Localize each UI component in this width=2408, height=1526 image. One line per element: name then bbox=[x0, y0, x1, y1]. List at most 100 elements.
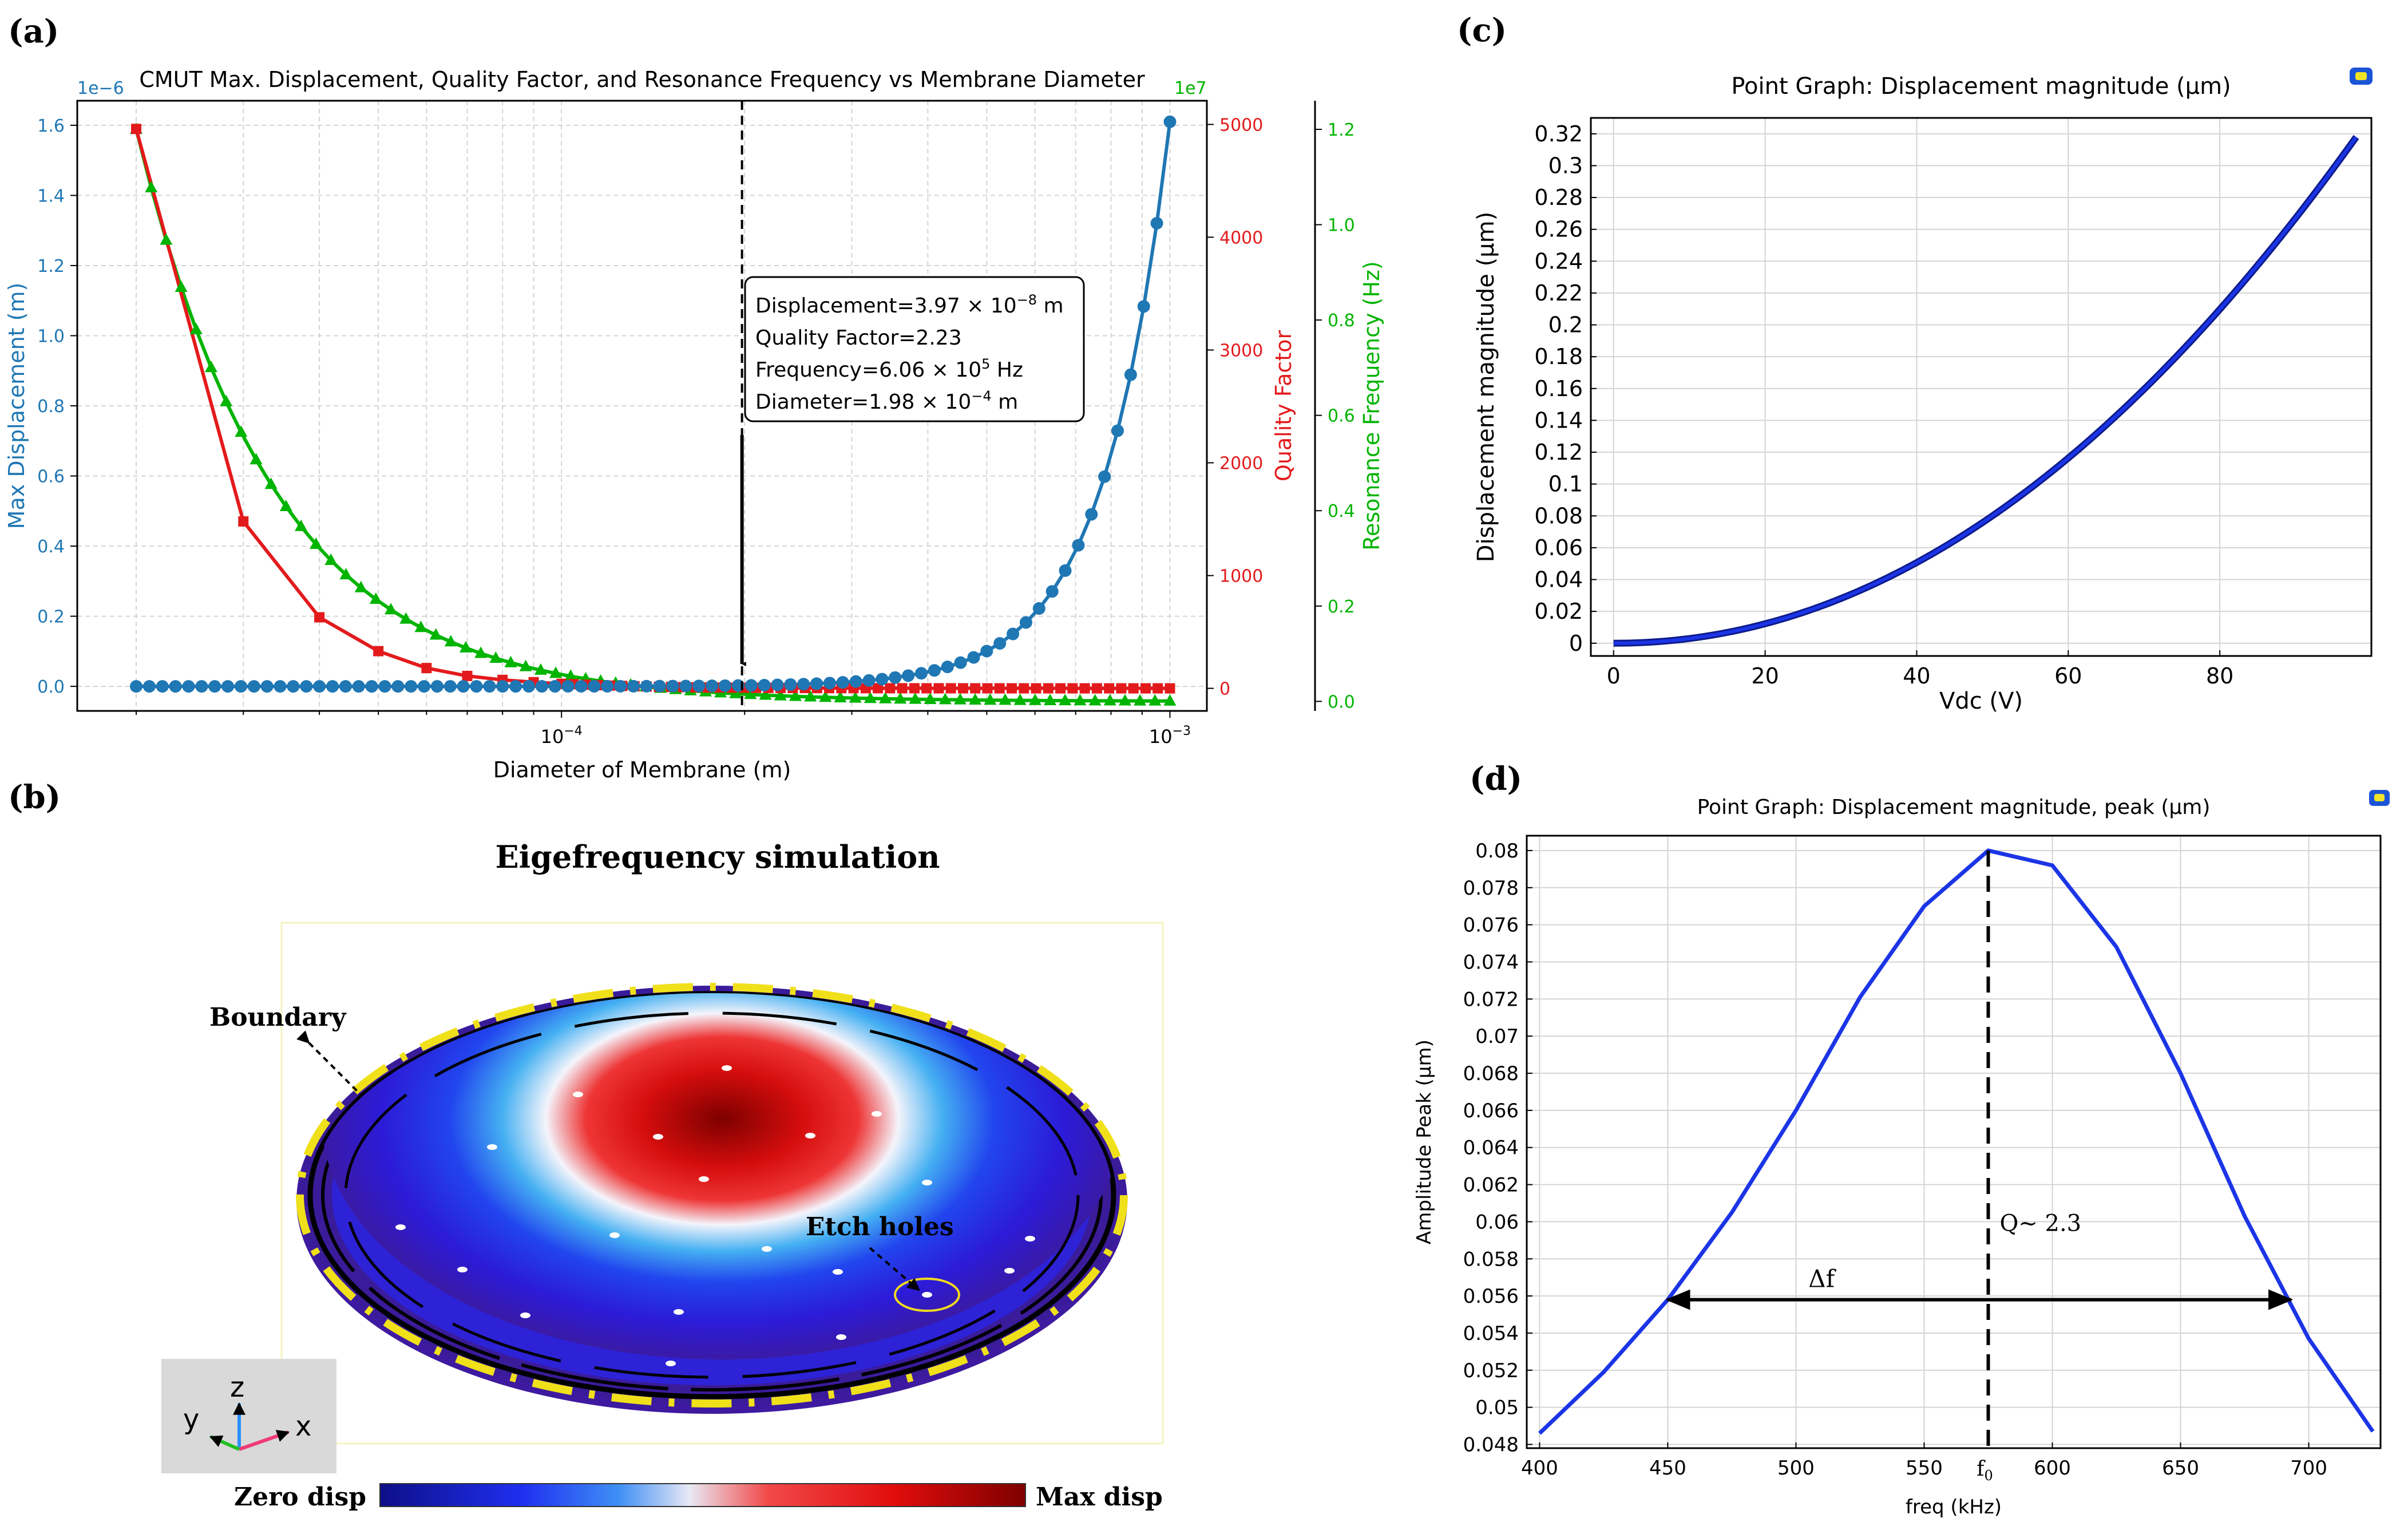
y-tick-label: 0.06 bbox=[1475, 1211, 1519, 1234]
y-tick-label: 0.6 bbox=[37, 467, 65, 487]
y-tick-label: 0.8 bbox=[37, 397, 65, 417]
frequency-point bbox=[189, 322, 203, 334]
boundary-pointer bbox=[296, 1030, 362, 1096]
displacement-point bbox=[352, 680, 365, 693]
etch-hole bbox=[1025, 1236, 1035, 1242]
frequency-point bbox=[1074, 694, 1087, 706]
frequency-point bbox=[279, 500, 292, 512]
y-axis-label-quality: Quality Factor bbox=[1271, 330, 1296, 482]
frequency-point bbox=[1134, 694, 1147, 706]
displacement-point bbox=[1098, 470, 1111, 483]
quality-factor-label: Q~ 2.3 bbox=[1999, 1211, 2081, 1237]
frequency-point bbox=[399, 612, 413, 624]
etch-hole bbox=[457, 1267, 468, 1272]
displacement-point bbox=[706, 679, 719, 693]
frequency-point bbox=[1013, 693, 1027, 705]
y-axis-label-frequency: Resonance Frequency (Hz) bbox=[1359, 261, 1384, 551]
y-tick-label: 1.0 bbox=[1328, 216, 1355, 236]
x-tick-label: 600 bbox=[2034, 1457, 2071, 1480]
displacement-point bbox=[509, 680, 522, 693]
displacement-point bbox=[771, 678, 784, 691]
simulation-panel: Eigefrequency simulation Etch holes Boun… bbox=[161, 839, 1164, 1512]
displacement-point bbox=[967, 651, 980, 664]
displacement-point bbox=[457, 680, 470, 693]
quality-point bbox=[873, 683, 884, 694]
quality-point bbox=[970, 683, 981, 694]
x-tick-label: 400 bbox=[1521, 1457, 1558, 1480]
displacement-point bbox=[535, 680, 548, 693]
displacement-point bbox=[719, 679, 732, 692]
axis-ticks: 10−4 10−3 0.0 0.2 0.4 0.6 0.8 1.0 1.2 1.4 1.6 0 1000… bbox=[37, 115, 1354, 748]
y-tick-label: 0.8 bbox=[1328, 311, 1355, 331]
quality-point bbox=[885, 683, 896, 694]
x-axis-label: Vdc (V) bbox=[1939, 688, 2023, 714]
etch-hole bbox=[836, 1334, 846, 1340]
y-tick-label: 1.6 bbox=[37, 116, 65, 136]
y-tick-label: 0.2 bbox=[1328, 597, 1355, 617]
x-axis-label: freq (kHz) bbox=[1906, 1496, 2002, 1519]
displacement-point bbox=[287, 680, 300, 693]
displacement-point bbox=[339, 680, 352, 693]
displacement-point bbox=[561, 680, 575, 693]
y-tick-label: 1.2 bbox=[1328, 120, 1355, 140]
displacement-point bbox=[915, 667, 928, 680]
quality-point bbox=[933, 683, 944, 694]
y-tick-label: 0.18 bbox=[1534, 344, 1583, 369]
etch-hole bbox=[609, 1232, 620, 1238]
frequency-point bbox=[175, 280, 188, 292]
y-tick-label: 0.4 bbox=[1328, 501, 1355, 521]
y-tick-label: 0.05 bbox=[1475, 1397, 1519, 1420]
frequency-point bbox=[1118, 694, 1131, 706]
etch-hole bbox=[573, 1092, 583, 1097]
x-tick-label: 40 bbox=[1903, 663, 1930, 689]
colorbar-min-label: Zero disp bbox=[234, 1482, 366, 1512]
displacement-point bbox=[1072, 539, 1085, 552]
x-tick-label: 10−4 bbox=[541, 724, 583, 748]
y-tick-label: 0.074 bbox=[1463, 951, 1519, 974]
frequency-point bbox=[444, 635, 457, 647]
displacement-point bbox=[1163, 115, 1177, 128]
axis-ticks: 400 450 500 550 600 650 700 0.048 0.05 0.052 0.054… bbox=[1463, 840, 2327, 1480]
boundary-ring-inner bbox=[344, 1011, 1080, 1379]
y-tick-label: 0.02 bbox=[1534, 599, 1583, 624]
displacement-point bbox=[849, 675, 862, 688]
annotation-line: Frequency=6.06 × 105 Hz bbox=[755, 356, 1023, 382]
displacement-point bbox=[443, 680, 457, 693]
y-tick-label: 0.3 bbox=[1548, 153, 1583, 178]
resonance-frequency-label: f0 bbox=[1977, 1457, 1993, 1484]
y-tick-label: 0.056 bbox=[1463, 1285, 1519, 1308]
y-tick-label: 0.08 bbox=[1534, 503, 1583, 528]
frequency-point bbox=[1028, 693, 1041, 705]
quality-point bbox=[921, 683, 932, 694]
y-offset-displacement: 1e−6 bbox=[77, 78, 124, 98]
displacement-point bbox=[483, 680, 496, 693]
quality-point bbox=[1152, 683, 1163, 694]
plot-frame bbox=[1590, 117, 2373, 657]
frequency-point bbox=[295, 519, 308, 531]
displacement-point bbox=[169, 680, 182, 693]
frequency-point bbox=[1044, 693, 1057, 705]
frequency-point bbox=[549, 666, 563, 678]
frequency-point bbox=[369, 592, 382, 604]
y-tick-label: 0.076 bbox=[1463, 914, 1519, 937]
y-tick-label: 0.12 bbox=[1534, 440, 1583, 465]
displacement-point bbox=[1111, 424, 1124, 437]
y-tick-label: 0.04 bbox=[1534, 567, 1583, 592]
frequency-point bbox=[804, 690, 817, 702]
quality-point bbox=[1055, 683, 1066, 694]
displacement-point bbox=[601, 679, 614, 693]
bandwidth-label: Δf bbox=[1808, 1265, 1836, 1293]
grid bbox=[1527, 836, 2381, 1448]
displacement-point bbox=[378, 680, 391, 693]
frequency-point bbox=[204, 361, 217, 373]
chart-c: 0 20 40 60 80 0 0.02 0.04 0.06 0.08 0.1 0.12 0.14 0.1… bbox=[1473, 68, 2373, 714]
quality-point bbox=[131, 124, 142, 135]
displacement-point bbox=[679, 679, 692, 693]
quality-point bbox=[1128, 683, 1139, 694]
frequency-point bbox=[1103, 694, 1116, 706]
displacement-point bbox=[1059, 564, 1072, 577]
frequency-point bbox=[1088, 694, 1102, 706]
frequency-point bbox=[953, 693, 967, 705]
y-tick-label: 0.2 bbox=[37, 607, 65, 627]
